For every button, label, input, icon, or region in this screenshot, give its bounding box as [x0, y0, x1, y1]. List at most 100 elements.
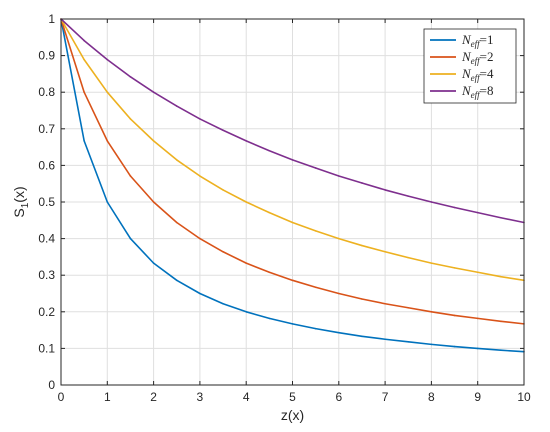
- data-point: [222, 302, 224, 305]
- ticks: [60, 18, 525, 386]
- data-point: [175, 159, 178, 161]
- legend-label-tail: =4: [480, 66, 494, 81]
- legend-item: Neff=1: [430, 32, 494, 49]
- data-point: [476, 211, 479, 214]
- y-tick-label: 0.6: [38, 158, 55, 172]
- legend-label: Neff=4: [461, 66, 494, 83]
- legend-label: Neff=2: [461, 49, 494, 66]
- x-tick-label: 1: [104, 390, 111, 404]
- legend-item: Neff=2: [430, 49, 494, 66]
- legend-label-subscript: eff: [471, 39, 481, 49]
- data-point: [453, 206, 456, 209]
- y-tick-label: 1: [48, 12, 55, 26]
- y-axis-label-tail: (x): [11, 186, 27, 202]
- tick-labels: 0 1 2 3 4 5 6 7 8 9 10 0 0.1 0.2 0.3 0.4 0.5 0.6 0.7 0.8 0.9…: [38, 12, 531, 404]
- legend-label-tail: =2: [480, 49, 494, 64]
- legend-label: Neff=1: [461, 32, 494, 49]
- data-point: [407, 341, 410, 343]
- y-tick-label: 0.3: [38, 268, 55, 282]
- data-point: [291, 159, 294, 161]
- x-tick-label: 2: [150, 390, 157, 404]
- data-point: [245, 311, 247, 313]
- x-tick-label: 10: [517, 390, 531, 404]
- data-point: [268, 271, 271, 274]
- data-point: [268, 149, 271, 152]
- data-point: [453, 267, 456, 269]
- y-tick-label: 0.5: [38, 195, 55, 209]
- data-point: [83, 140, 85, 142]
- x-tick-label: 3: [197, 390, 204, 404]
- series-3: [60, 18, 525, 282]
- x-tick-label: 5: [289, 390, 296, 404]
- data-point: [175, 221, 178, 224]
- data-point: [268, 317, 271, 320]
- data-point: [106, 91, 109, 93]
- legend-label: Neff=8: [461, 83, 494, 100]
- data-point: [384, 250, 386, 253]
- y-tick-label: 0: [48, 378, 55, 392]
- x-tick-label: 9: [474, 390, 481, 404]
- data-point: [129, 76, 132, 78]
- data-point: [453, 345, 456, 348]
- data-point: [245, 262, 247, 264]
- x-tick-label: 0: [58, 390, 65, 404]
- legend-label-tail: =1: [480, 32, 494, 47]
- data-point: [291, 279, 294, 282]
- data-point: [338, 292, 340, 295]
- data-point: [83, 39, 85, 42]
- data-point: [500, 320, 502, 323]
- data-point: [407, 306, 410, 309]
- series-2: [60, 18, 525, 325]
- x-axis-label: z(x): [281, 407, 304, 423]
- y-tick-label: 0.9: [38, 49, 55, 63]
- data-point: [129, 175, 132, 177]
- data-point: [106, 58, 109, 61]
- data-point: [476, 317, 479, 320]
- data-point: [407, 256, 410, 259]
- data-point: [476, 271, 479, 274]
- legend-label-tail: =8: [480, 83, 494, 98]
- data-point: [106, 140, 109, 142]
- x-tick-label: 4: [243, 390, 250, 404]
- data-point: [83, 91, 85, 93]
- data-point: [199, 118, 201, 120]
- data-point: [222, 250, 224, 253]
- data-point: [314, 286, 317, 289]
- data-point: [268, 211, 271, 214]
- data-point: [314, 167, 317, 169]
- y-tick-label: 0.1: [38, 341, 55, 355]
- data-point: [199, 237, 201, 240]
- data-point: [338, 237, 340, 240]
- x-tick-label: 6: [335, 390, 342, 404]
- data-point: [500, 275, 502, 278]
- legend-item: Neff=8: [430, 83, 494, 100]
- y-tick-label: 0.7: [38, 122, 55, 136]
- data-point: [291, 221, 294, 224]
- data-point: [83, 58, 85, 61]
- data-point: [245, 140, 247, 142]
- data-point: [175, 105, 178, 107]
- data-point: [407, 195, 410, 197]
- data-point: [384, 338, 386, 341]
- y-tick-label: 0.2: [38, 305, 55, 319]
- legend-label-main: N: [461, 83, 472, 98]
- data-point: [500, 349, 502, 352]
- data-point: [222, 129, 224, 132]
- data-point: [430, 201, 433, 203]
- data-point: [314, 230, 317, 232]
- data-point: [476, 347, 479, 350]
- data-point: [152, 262, 155, 264]
- data-point: [129, 237, 132, 240]
- legend-label-subscript: eff: [471, 90, 481, 100]
- data-point: [430, 262, 433, 264]
- x-tick-label: 7: [382, 390, 389, 404]
- data-point: [175, 279, 178, 282]
- data-point: [338, 175, 340, 177]
- data-point: [106, 201, 109, 203]
- y-axis-label-main: S: [11, 208, 27, 217]
- data-point: [199, 292, 201, 295]
- data-point: [430, 311, 433, 313]
- data-point: [500, 216, 502, 219]
